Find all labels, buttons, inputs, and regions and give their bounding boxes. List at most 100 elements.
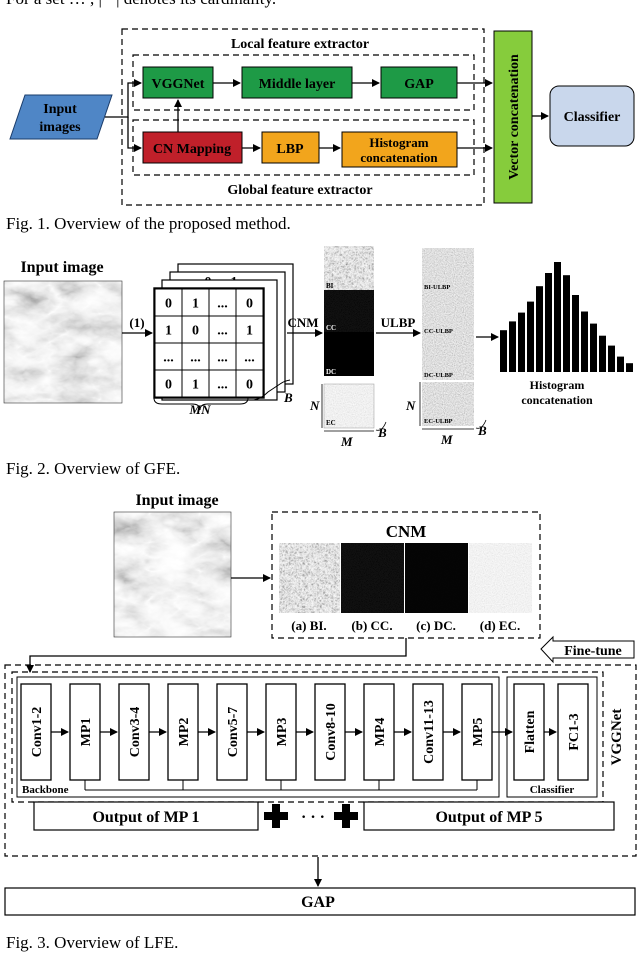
fig2-matrix-value: 0 [165, 297, 172, 312]
fig3-vggnet-label: VGGNet [609, 709, 625, 766]
fig2-map-ec [324, 384, 374, 428]
fig3-layer-box [363, 683, 395, 781]
fig1-local-title: Local feature extractor [231, 37, 369, 52]
fig2-histogram-bar [563, 275, 570, 372]
fig3-layer-label: MP2 [177, 718, 192, 747]
fig3-layer-box [167, 683, 199, 781]
fig3-cnm-box [271, 511, 541, 639]
fig2-map-dc-label: DC [326, 368, 336, 376]
fig2-map-bi-label: BI [326, 282, 334, 290]
fig2-caption: Fig. 2. Overview of GFE. [6, 459, 180, 478]
fig2-histogram-bar [608, 345, 615, 372]
fig1-hist-line2: concatenation [360, 150, 438, 165]
fig3-layer-label: Conv3-4 [128, 707, 143, 758]
fig2-ulbp-map-bi [422, 248, 474, 292]
fig2-b-brace-2 [475, 419, 487, 429]
fig1-global-title: Global feature extractor [227, 183, 372, 198]
fig3-layer-box [314, 683, 346, 781]
fig2-histogram-bar [599, 335, 606, 372]
fig3-gap-label: GAP [301, 894, 335, 911]
fig2-matrix-value: ... [217, 351, 228, 366]
fig3-layer-box [216, 683, 248, 781]
fig2-histogram-bar [527, 301, 534, 372]
fig3-cnm-down-arrow [26, 638, 407, 673]
fig2-matrix-value: ... [163, 351, 174, 366]
fig3-layer-label: MP4 [373, 718, 388, 747]
top-text: For a set … , | · | denotes its cardinal… [6, 0, 276, 8]
fig3-layer-box [69, 683, 101, 781]
fig2-m-label-2: M [440, 432, 453, 447]
fig3-dots: · · · [301, 809, 325, 826]
figure-2: Input image (1) 0 1 0 1... 0 1 0... 1........… [3, 246, 633, 478]
fig2-mn-brace [153, 397, 249, 411]
fig2-ulbp-label: ULBP [381, 315, 416, 330]
fig3-output-first-label: Output of MP 1 [92, 809, 199, 826]
fig2-matrix-value: ... [217, 297, 228, 312]
fig1-gap-label: GAP [404, 77, 434, 92]
fig3-cnm-label-c: (c) DC. [416, 618, 456, 633]
fig2-matrix-value: 0 [192, 324, 199, 339]
fig2-ulbp-map-ec-label: EC-ULBP [424, 418, 453, 425]
fig3-cnm-label-d: (d) EC. [480, 618, 520, 633]
fig3-classifier-layer-label: Flatten [523, 710, 538, 753]
fig2-cnm-label: CNM [287, 315, 318, 330]
fig3-gap-box [4, 887, 636, 916]
fig3-caption: Fig. 3. Overview of LFE. [6, 933, 178, 952]
fig2-hist-line1: Histogram [530, 378, 585, 392]
fig1-gap-box [380, 66, 458, 99]
fig2-matrix-value: ... [217, 324, 228, 339]
fig3-cnm-title: CNM [386, 522, 427, 541]
fig2-histogram-bar [536, 286, 543, 372]
fig3-layer-label: MP1 [79, 718, 94, 747]
fig2-histogram-bar [617, 356, 624, 372]
fig2-matrix-value: 1 [165, 324, 172, 339]
fig3-cnm-map-bi [279, 543, 340, 613]
fig3-cnm-label-a: (a) BI. [291, 618, 326, 633]
fig2-ulbp-map-bi-label: BI-ULBP [424, 284, 450, 291]
fig3-layer-box [20, 683, 52, 781]
fig3-output-last-box [363, 801, 615, 831]
fig3-plus-icon-1 [264, 804, 288, 828]
fig1-lbp-box [261, 131, 320, 164]
fig2-histogram-bar [554, 262, 561, 372]
fig2-histogram [500, 262, 633, 372]
fig3-input-image-border [113, 511, 232, 638]
fig1-hist-line1: Histogram [369, 135, 428, 150]
fig1-vector-concat-label: Vector concatenation [507, 54, 522, 180]
fig2-step1-label: (1) [129, 315, 144, 330]
fig2-matrix-cell [235, 369, 264, 398]
fig1-classifier-box [549, 85, 635, 147]
fig3-backbone-label: Backbone [22, 784, 69, 796]
fig3-layer-box [118, 683, 150, 781]
fig2-histogram-bar [590, 323, 597, 372]
fig2-matrix-value: 1 [192, 297, 199, 312]
fig2-b-brace [251, 379, 291, 401]
fig3-fine-tune-label: Fine-tune [564, 644, 622, 659]
fig3-backbone-box [16, 676, 500, 798]
fig2-input-image-border [3, 280, 123, 404]
fig1-classifier-label: Classifier [564, 110, 621, 125]
fig2-ulbp-map-cc [422, 292, 474, 336]
fig2-map-cc-noise [324, 290, 374, 332]
fig2-histogram-bar [626, 363, 633, 372]
fig2-histogram-bar [545, 273, 552, 372]
fig2-histogram-bar [500, 330, 507, 372]
fig1-input-line1: Input [43, 102, 77, 117]
fig1-vggnet-label: VGGNet [152, 77, 205, 92]
fig2-histogram-bar [572, 295, 579, 372]
fig3-output-first-box [33, 801, 259, 831]
fig2-matrix-value: 0 [246, 378, 253, 393]
fig2-matrix-front: 0 1... 0 1 0... 1......... ... 0 1... 0 [153, 287, 265, 399]
fig2-matrix-value: 1 [246, 324, 253, 339]
fig3-cnm-map-ec [469, 543, 532, 613]
fig3-layer-label: MP3 [275, 718, 290, 747]
fig2-n-label-1: N [309, 398, 320, 413]
fig3-layer-label: Conv1-2 [30, 707, 45, 758]
fig1-cn-mapping-box [142, 131, 243, 164]
figure-1: Local feature extractor Global feature e… [6, 28, 635, 233]
fig1-arrows [105, 79, 549, 152]
fig1-middle-layer-label: Middle layer [259, 77, 336, 92]
fig2-ulbp-map-cc-label: CC-ULBP [424, 328, 453, 335]
fig2-m-label-1: M [340, 434, 353, 449]
